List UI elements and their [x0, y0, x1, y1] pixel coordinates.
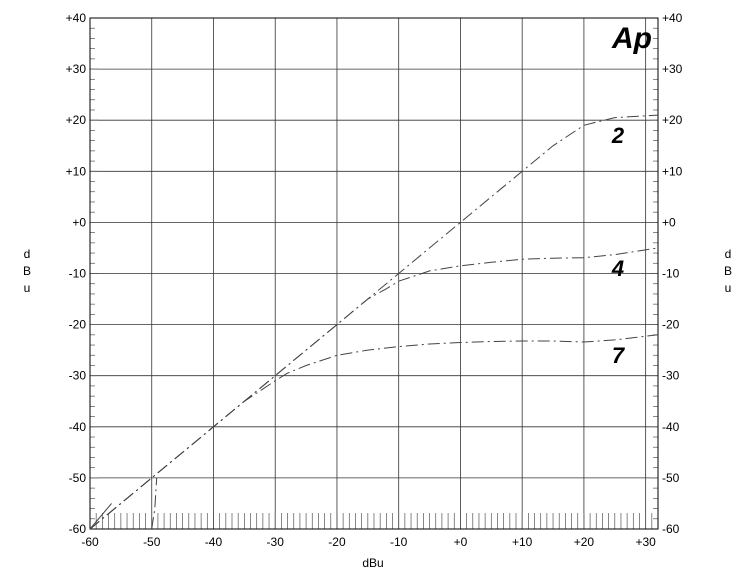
y-tick-label-right: +20 [662, 113, 683, 127]
x-tick-label: +0 [454, 535, 468, 549]
y-tick-label-right: -50 [662, 471, 680, 485]
series-line-extra-3 [89, 503, 112, 530]
series-label-4: 4 [611, 256, 624, 281]
y-tick-label-left: +40 [66, 11, 87, 25]
y-tick-label-right: +0 [662, 215, 676, 229]
y-tick-label-left: -60 [69, 522, 87, 536]
plot-frame [89, 17, 659, 530]
x-tick-label: -10 [390, 535, 408, 549]
x-tick-label: +10 [512, 535, 533, 549]
x-axis-label: dBu [362, 556, 383, 570]
ap-logo: Ap [611, 22, 652, 55]
x-tick-label: -60 [81, 535, 99, 549]
y-axis-label-right: d B u [724, 247, 732, 295]
grid [90, 18, 658, 529]
y-tick-label-left: +20 [66, 113, 87, 127]
y-tick-label-left: +0 [72, 215, 86, 229]
y-tick-label-left: +10 [66, 164, 87, 178]
y-axis-label-right-char: d [725, 247, 732, 261]
x-tick-label: +20 [574, 535, 595, 549]
y-tick-label-right: -20 [662, 318, 680, 332]
y-tick-label-right: -30 [662, 369, 680, 383]
y-tick-label-right: +10 [662, 164, 683, 178]
y-tick-label-right: +40 [662, 11, 683, 25]
y-tick-label-right: +30 [662, 62, 683, 76]
y-tick-label-right: -40 [662, 420, 680, 434]
y-tick-label-left: -20 [69, 318, 87, 332]
series-line-4 [89, 247, 659, 530]
x-tick-label: -40 [205, 535, 223, 549]
y-axis-label-left-char: u [24, 281, 31, 295]
series-line-extra-4 [151, 477, 158, 530]
series-labels: 2 4 7 [611, 123, 626, 368]
y-axis-label-right-char: u [725, 281, 732, 295]
x-tick-label: -50 [143, 535, 161, 549]
series-lines [89, 114, 659, 530]
series-line-2 [89, 114, 659, 530]
series-label-7: 7 [612, 343, 626, 368]
y-tick-label-left: +30 [66, 62, 87, 76]
y-tick-labels-left: -60 -50 -40 -30 -20 -10 +0 +10 +20 +30 +40 [66, 11, 87, 536]
x-tick-label: +30 [635, 535, 656, 549]
x-tick-label: -20 [328, 535, 346, 549]
y-tick-labels-right: -60 -50 -40 -30 -20 -10 +0 +10 +20 +30 +40 [662, 11, 683, 536]
y-axis-label-left-char: d [24, 247, 31, 261]
x-tick-labels: -60 -50 -40 -30 -20 -10 +0 +10 +20 +30 [81, 535, 656, 549]
y-tick-label-right: -60 [662, 522, 680, 536]
x-tick-label: -30 [267, 535, 285, 549]
y-tick-label-right: -10 [662, 267, 680, 281]
y-axis-label-right-char: B [724, 264, 732, 278]
y-tick-label-left: -30 [69, 369, 87, 383]
series-line-7 [89, 334, 659, 530]
y-axis-label-left-char: B [23, 264, 31, 278]
y-axis-label-left: d B u [23, 247, 31, 295]
y-tick-label-left: -10 [69, 267, 87, 281]
y-tick-label-left: -40 [69, 420, 87, 434]
y-tick-label-left: -50 [69, 471, 87, 485]
series-label-2: 2 [611, 123, 625, 148]
